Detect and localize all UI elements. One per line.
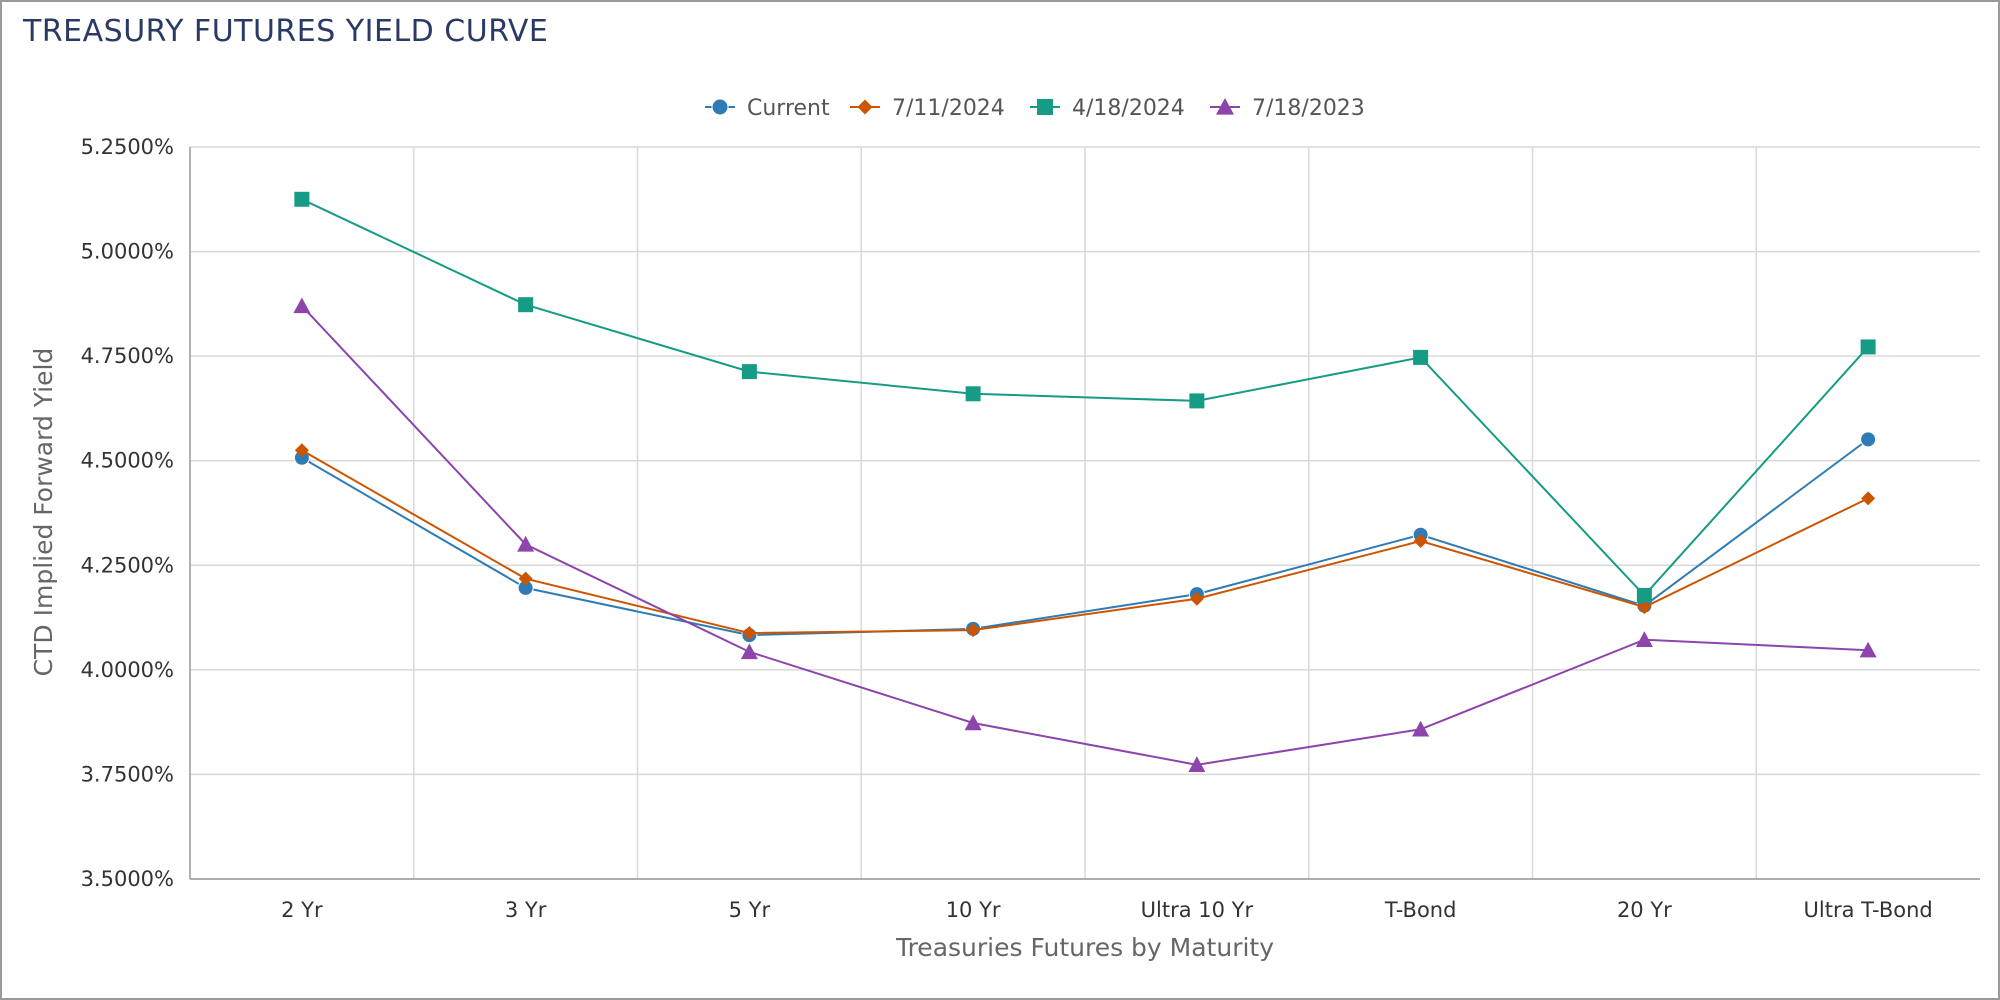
y-tick-label: 4.7500% xyxy=(81,344,174,368)
legend-label: Current xyxy=(747,96,830,121)
axis-layer: 3.5000% 3.7500% 4.0000% 4.2500% 4.5000% 4.750… xyxy=(81,135,1980,922)
legend-item-7-11-2024[interactable]: 7/11/2024 xyxy=(850,96,1005,121)
data-point-7-18-2023[interactable] xyxy=(517,535,535,552)
data-point-4-18-2024[interactable] xyxy=(1413,349,1429,365)
y-tick-label: 4.5000% xyxy=(81,449,174,473)
data-point-4-18-2024[interactable] xyxy=(518,297,534,313)
data-point-4-18-2024[interactable] xyxy=(1860,339,1876,355)
x-tick-label: 5 Yr xyxy=(729,898,771,922)
data-point-4-18-2024[interactable] xyxy=(1189,393,1205,409)
y-tick-label: 4.2500% xyxy=(81,553,174,577)
y-tick-label: 3.5000% xyxy=(81,867,174,891)
legend-marker-triangle xyxy=(1216,98,1234,115)
legend-item-7-18-2023[interactable]: 7/18/2023 xyxy=(1210,96,1365,121)
data-point-7-18-2023[interactable] xyxy=(964,714,982,731)
legend-label: 7/18/2023 xyxy=(1252,96,1365,121)
data-point-7-18-2023[interactable] xyxy=(740,643,758,660)
data-point-7-11-2024[interactable] xyxy=(518,571,533,586)
y-axis-title: CTD Implied Forward Yield xyxy=(29,348,58,677)
legend-item-4-18-2024[interactable]: 4/18/2024 xyxy=(1030,96,1185,121)
data-point-4-18-2024[interactable] xyxy=(1636,587,1652,603)
y-tick-label: 5.0000% xyxy=(81,240,174,264)
legend-item-current[interactable]: Current xyxy=(705,96,830,121)
data-point-7-11-2024[interactable] xyxy=(1413,534,1428,549)
series-line-7-18-2023 xyxy=(301,305,1869,766)
data-point-7-18-2023[interactable] xyxy=(1188,756,1206,773)
data-point-7-11-2024[interactable] xyxy=(1637,600,1652,615)
data-point-7-18-2023[interactable] xyxy=(1412,720,1430,737)
data-point-4-18-2024[interactable] xyxy=(741,364,757,380)
data-point-7-18-2023[interactable] xyxy=(1635,631,1653,647)
series-line-current xyxy=(301,438,1869,637)
x-tick-label: 20 Yr xyxy=(1617,898,1672,922)
y-tick-label: 4.0000% xyxy=(81,658,174,682)
legend-marker-circle xyxy=(711,98,729,116)
chart-title: TREASURY FUTURES YIELD CURVE xyxy=(23,14,549,49)
grid-layer xyxy=(190,146,1980,880)
x-tick-label: Ultra 10 Yr xyxy=(1141,898,1254,922)
x-tick-label: 2 Yr xyxy=(281,898,323,922)
data-point-7-18-2023[interactable] xyxy=(1859,641,1877,658)
series-4-18-2024 xyxy=(294,191,1876,603)
series-line-4-18-2024 xyxy=(301,198,1869,597)
data-point-7-11-2024[interactable] xyxy=(294,443,309,458)
series-layer xyxy=(293,191,1877,773)
y-tick-label: 5.2500% xyxy=(81,135,174,159)
legend-marker-square xyxy=(1037,99,1053,115)
series-line-7-11-2024 xyxy=(301,449,1869,635)
data-point-current[interactable] xyxy=(1860,431,1877,448)
data-point-4-18-2024[interactable] xyxy=(965,386,981,402)
legend-label: 7/11/2024 xyxy=(892,96,1005,121)
data-point-7-11-2024[interactable] xyxy=(1861,491,1876,506)
data-point-7-11-2024[interactable] xyxy=(742,626,757,641)
legend-marker-diamond xyxy=(857,99,873,115)
x-tick-label: Ultra T-Bond xyxy=(1804,898,1933,922)
x-tick-label: T-Bond xyxy=(1384,898,1457,922)
data-point-7-11-2024[interactable] xyxy=(966,623,981,638)
data-point-4-18-2024[interactable] xyxy=(294,191,310,207)
data-point-7-18-2023[interactable] xyxy=(293,297,311,314)
legend[interactable]: Current 7/11/2024 4/18/2024 7/18/2023 xyxy=(705,96,1365,121)
x-tick-label: 10 Yr xyxy=(946,898,1001,922)
series-7-18-2023 xyxy=(293,297,1877,773)
x-axis-title: Treasuries Futures by Maturity xyxy=(895,933,1274,962)
x-tick-label: 3 Yr xyxy=(505,898,547,922)
legend-label: 4/18/2024 xyxy=(1072,96,1185,121)
series-7-11-2024 xyxy=(294,443,1876,641)
data-point-7-11-2024[interactable] xyxy=(1189,591,1204,606)
y-tick-label: 3.7500% xyxy=(81,762,174,786)
